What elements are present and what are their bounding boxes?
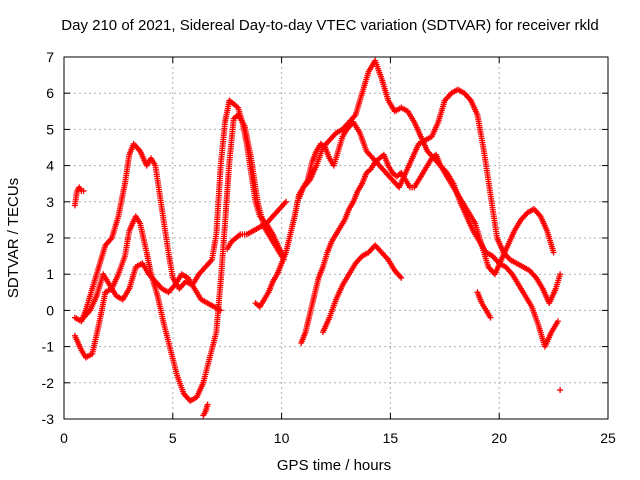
y-tick-label: -1 xyxy=(42,339,55,355)
data-point xyxy=(398,274,405,281)
series-track-1 xyxy=(71,184,87,209)
data-point xyxy=(487,314,494,321)
y-tick-label: -3 xyxy=(42,411,55,427)
data-point xyxy=(80,187,87,194)
y-tick-label: 4 xyxy=(46,158,54,174)
data-point xyxy=(550,249,557,256)
y-tick-label: 7 xyxy=(46,49,54,65)
y-tick-label: 2 xyxy=(46,230,54,246)
data-point xyxy=(557,271,564,278)
x-tick-label: 25 xyxy=(600,430,616,446)
series-track-11 xyxy=(474,289,494,321)
series-track-12 xyxy=(557,387,564,394)
data-point xyxy=(282,198,289,205)
data-point xyxy=(204,401,211,408)
series-track-7 xyxy=(252,57,561,350)
data-point xyxy=(217,307,224,314)
series-track-10 xyxy=(319,242,405,336)
data-series xyxy=(71,57,564,419)
x-tick-label: 5 xyxy=(169,430,177,446)
y-tick-label: 3 xyxy=(46,194,54,210)
series-track-3 xyxy=(71,111,287,404)
y-tick-label: 1 xyxy=(46,266,54,282)
y-tick-label: -2 xyxy=(42,375,55,391)
series-track-8 xyxy=(296,86,564,307)
chart-title: Day 210 of 2021, Sidereal Day-to-day VTE… xyxy=(61,17,598,34)
y-tick-label: 6 xyxy=(46,85,54,101)
x-tick-label: 15 xyxy=(383,430,399,446)
series-track-6 xyxy=(224,198,289,252)
axis-ticks xyxy=(63,56,609,420)
y-axis-label: SDTVAR / TECUs xyxy=(5,178,22,298)
data-point xyxy=(554,318,561,325)
tick-labels: 0 5 10 15 20 25 -3 -2 -1 0 1 2 3 4 5 6 7 xyxy=(42,49,616,446)
x-tick-label: 0 xyxy=(60,430,68,446)
series-track-5 xyxy=(80,260,224,321)
x-tick-label: 20 xyxy=(491,430,507,446)
series-track-4 xyxy=(200,401,211,419)
y-tick-label: 5 xyxy=(46,121,54,137)
x-tick-label: 10 xyxy=(274,430,290,446)
data-point xyxy=(557,387,564,394)
series-track-2 xyxy=(71,97,287,325)
y-tick-label: 0 xyxy=(46,302,54,318)
x-axis-label: GPS time / hours xyxy=(277,457,391,474)
series-track-9 xyxy=(298,151,557,346)
